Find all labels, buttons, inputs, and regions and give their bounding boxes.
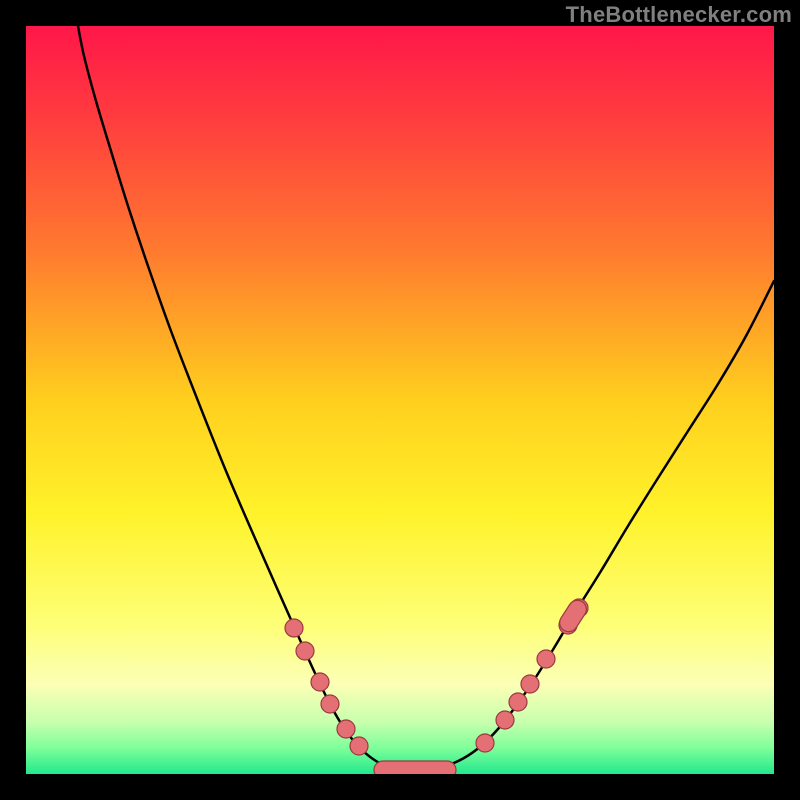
data-marker (296, 642, 314, 660)
data-marker (521, 675, 539, 693)
data-marker (509, 693, 527, 711)
data-marker (311, 673, 329, 691)
data-marker (337, 720, 355, 738)
watermark-text: TheBottlenecker.com (566, 2, 792, 28)
valley-pill-marker (374, 761, 456, 774)
chart-svg (26, 26, 774, 774)
data-marker (350, 737, 368, 755)
data-marker (476, 734, 494, 752)
data-marker (496, 711, 514, 729)
chart-stage: TheBottlenecker.com (0, 0, 800, 800)
gradient-background (26, 26, 774, 774)
plot-area (26, 26, 774, 774)
data-marker (285, 619, 303, 637)
data-marker (321, 695, 339, 713)
data-marker (537, 650, 555, 668)
